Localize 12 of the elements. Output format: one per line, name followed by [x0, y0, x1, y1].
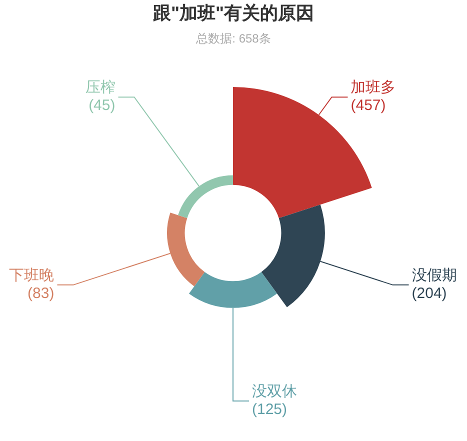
text: 跟"加班"有关的原因	[152, 2, 314, 23]
category-label: 下班晚	[9, 267, 54, 284]
data-label: (83)	[28, 285, 54, 302]
data-label: (45)	[88, 97, 116, 114]
category-label: 压榨	[85, 79, 116, 96]
category-label: 没双休	[252, 383, 297, 400]
category-label: 加班多	[350, 79, 396, 96]
category-label: 没假期	[412, 267, 457, 284]
data-label: (457)	[350, 97, 386, 114]
data-label: (204)	[412, 285, 447, 302]
text: 总数据: 658条	[195, 31, 271, 46]
data-label: (125)	[252, 401, 288, 418]
